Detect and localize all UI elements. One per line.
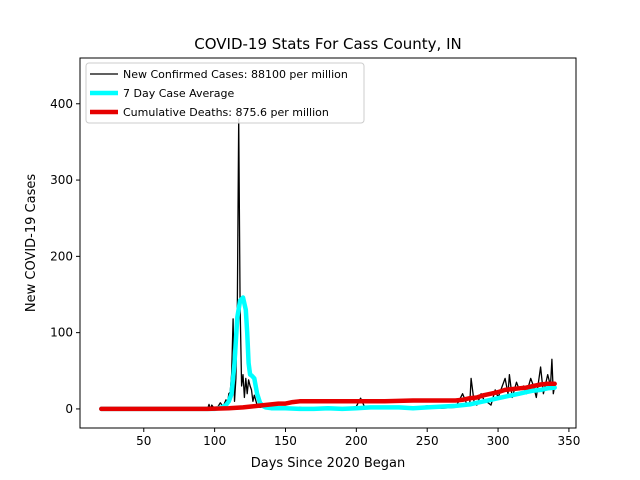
x-tick-label: 150 (274, 434, 297, 448)
series-line-2 (99, 381, 557, 412)
x-axis-label: Days Since 2020 Began (251, 456, 406, 471)
y-tick-label: 100 (50, 326, 73, 340)
plot-area (99, 118, 557, 412)
series-line-1 (99, 295, 557, 412)
plot-frame (79, 57, 577, 429)
x-tick-label: 350 (557, 434, 580, 448)
legend: New Confirmed Cases: 88100 per million 7 … (85, 62, 365, 124)
chart-title: COVID-19 Stats For Cass County, IN (194, 35, 461, 53)
y-tick-label: 0 (65, 402, 73, 416)
legend-label: New Confirmed Cases: 88100 per million (123, 68, 348, 81)
y-axis-label: New COVID-19 Cases (24, 174, 39, 312)
x-tick-label: 50 (136, 434, 151, 448)
x-axis: 50 100 150 200 250 300 350 (136, 428, 580, 448)
x-tick-label: 300 (487, 434, 510, 448)
x-tick-label: 200 (345, 434, 368, 448)
legend-box (85, 62, 365, 124)
x-tick-label: 100 (203, 434, 226, 448)
x-tick-label: 250 (416, 434, 439, 448)
y-axis: 0 100 200 300 400 (50, 97, 80, 416)
legend-label: 7 Day Case Average (123, 87, 235, 100)
legend-label: Cumulative Deaths: 875.6 per million (123, 106, 329, 119)
y-tick-label: 300 (50, 173, 73, 187)
y-tick-label: 200 (50, 249, 73, 263)
y-tick-label: 400 (50, 97, 73, 111)
